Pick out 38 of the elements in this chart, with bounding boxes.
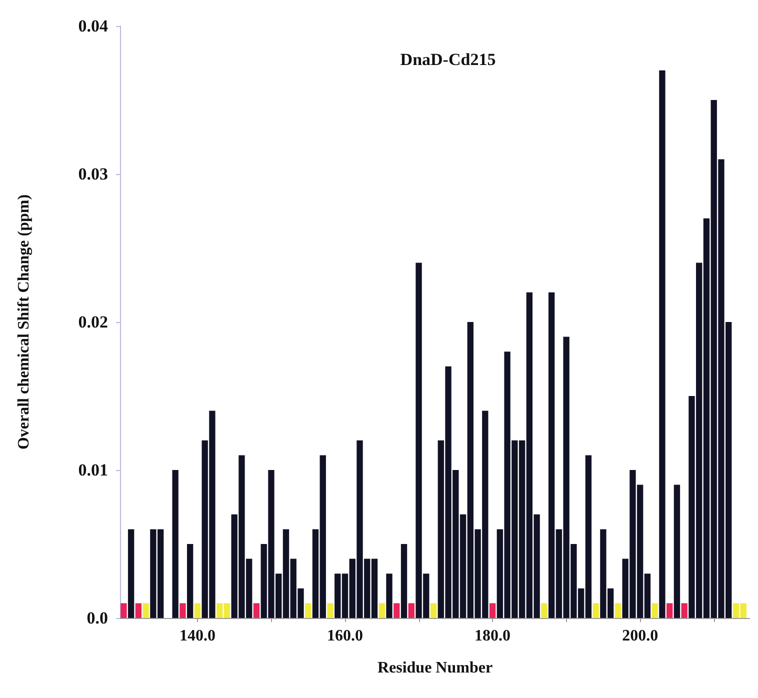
- x-axis-title: Residue Number: [377, 660, 493, 676]
- bar: [659, 70, 666, 618]
- x-tick-label: 180.0: [474, 628, 511, 644]
- x-tick-label: 140.0: [179, 628, 216, 644]
- bar: [135, 603, 142, 618]
- bar: [430, 603, 437, 618]
- bar: [666, 603, 673, 618]
- y-tick-label: 0.04: [78, 16, 108, 36]
- bar: [400, 544, 408, 618]
- y-tick-label: 0.03: [78, 164, 108, 184]
- bar: [408, 603, 414, 618]
- bar: [592, 603, 599, 618]
- y-tick-label: 0.01: [78, 460, 108, 480]
- bar: [327, 603, 334, 618]
- bar: [378, 603, 385, 618]
- bar: [489, 603, 496, 618]
- bar: [172, 470, 178, 618]
- bar: [541, 603, 548, 618]
- bar: [253, 603, 260, 618]
- y-tick-label: 0.02: [78, 312, 108, 332]
- bar: [674, 484, 680, 618]
- x-tick-label: 160.0: [327, 628, 363, 644]
- x-tick-label: 200.0: [622, 628, 658, 644]
- bar: [180, 603, 186, 618]
- bar: [614, 603, 622, 618]
- y-axis-title: Overall chemical Shift Change (ppm): [16, 194, 32, 450]
- bar: [394, 603, 400, 618]
- bar: [120, 603, 127, 618]
- bar: [681, 603, 688, 618]
- bar: [305, 603, 312, 618]
- bar: [386, 574, 392, 618]
- bar: [142, 603, 149, 618]
- bar: [128, 529, 134, 618]
- bar: [652, 603, 658, 618]
- y-tick-label: 0.0: [86, 608, 108, 628]
- bar: [194, 603, 201, 618]
- text: DnaD-Cd215: [400, 50, 496, 69]
- bar: [186, 544, 194, 618]
